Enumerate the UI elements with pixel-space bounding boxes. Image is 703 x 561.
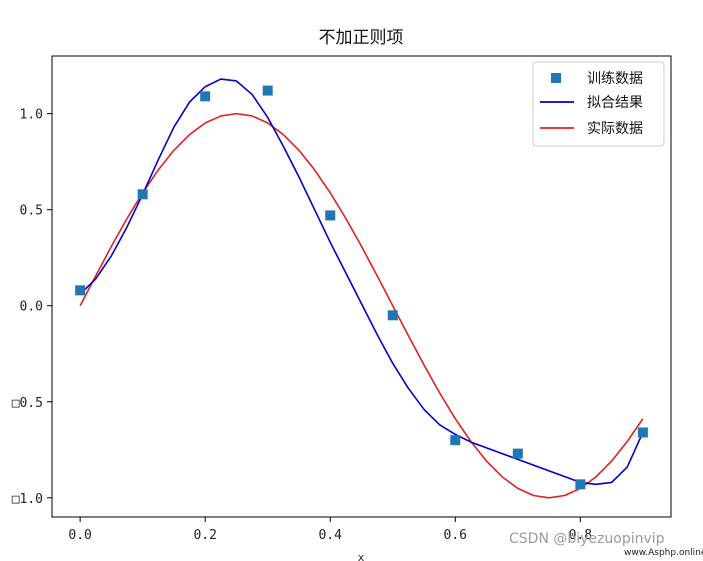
legend-label: 训练数据 [587, 71, 643, 87]
x-tick-label: 0.4 [318, 528, 342, 543]
y-axis-ticks: 1.0 0.5 0.0 □0.5 □1.0 [12, 108, 52, 507]
scatter-point [512, 448, 523, 459]
scatter-point [637, 427, 648, 438]
y-tick-label: □1.0 [12, 492, 43, 507]
series-line-fit [79, 78, 644, 486]
scatter-point [75, 285, 86, 296]
legend-label: 拟合结果 [587, 95, 643, 111]
plot-frame [51, 55, 672, 518]
scatter-point [387, 310, 398, 321]
x-tick-label: 0.0 [68, 528, 91, 543]
chart-title: 不加正则项 [319, 28, 404, 48]
x-axis-ticks: 0.0 0.2 0.4 0.6 0.8 [68, 517, 592, 543]
watermark-site: www.Asphp.online [624, 548, 703, 558]
y-tick-label: 1.0 [20, 108, 43, 123]
legend-marker-train [551, 73, 561, 83]
y-tick-label: 0.0 [20, 300, 43, 315]
x-tick-label: 0.2 [193, 528, 216, 543]
x-tick-label: 0.8 [569, 528, 592, 543]
scatter-point [575, 479, 586, 490]
y-tick-label: □0.5 [12, 396, 43, 411]
series-layer [75, 78, 648, 499]
series-line-actual [79, 112, 644, 499]
legend-frame [532, 61, 665, 147]
x-axis-label: x [358, 551, 365, 561]
scatter-point [450, 435, 461, 446]
scatter-point [200, 91, 211, 102]
y-tick-label: 0.5 [20, 204, 43, 219]
scatter-point [262, 85, 273, 96]
legend-label: 实际数据 [587, 121, 643, 137]
watermark-csdn: CSDN @biyezuopinvip [509, 531, 665, 547]
scatter-point [137, 189, 148, 200]
scatter-point [325, 210, 336, 221]
x-tick-label: 0.6 [444, 528, 467, 543]
